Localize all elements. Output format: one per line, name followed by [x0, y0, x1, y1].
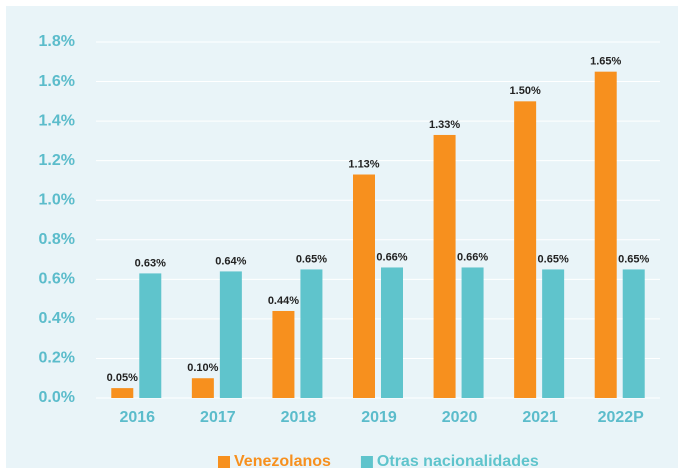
data-label: 1.50%: [510, 85, 541, 97]
y-tick-label: 0.2%: [39, 350, 75, 367]
x-tick-label: 2021: [522, 409, 558, 426]
data-label: 0.65%: [538, 253, 569, 265]
data-label: 0.10%: [187, 362, 218, 374]
bar: [300, 269, 323, 398]
data-label: 1.33%: [429, 119, 460, 131]
y-tick-label: 1.2%: [39, 152, 75, 169]
bar: [219, 271, 242, 398]
x-tick-label: 2017: [200, 409, 236, 426]
legend-label: Venezolanos: [234, 453, 331, 470]
y-tick-label: 1.6%: [39, 73, 75, 90]
y-tick-label: 0.8%: [39, 231, 75, 248]
y-tick-label: 1.0%: [39, 191, 75, 208]
y-tick-label: 1.8%: [39, 33, 75, 50]
y-tick-label: 0.4%: [39, 310, 75, 327]
data-label: 0.66%: [457, 251, 488, 263]
bar: [111, 388, 134, 398]
legend-label: Otras nacionalidades: [377, 453, 539, 470]
x-tick-label: 2016: [119, 409, 155, 426]
bar: [272, 310, 295, 398]
data-label: 0.44%: [268, 295, 299, 307]
bar: [461, 267, 484, 398]
legend-swatch: [218, 456, 230, 468]
panel: [6, 6, 678, 468]
data-label: 1.13%: [348, 158, 379, 170]
x-tick-label: 2019: [361, 409, 397, 426]
y-tick-label: 0.6%: [39, 271, 75, 288]
bar: [514, 101, 537, 398]
bar: [139, 273, 162, 398]
legend-swatch: [360, 456, 373, 468]
bar: [433, 134, 456, 398]
y-tick-label: 1.4%: [39, 112, 75, 129]
bar: [381, 267, 403, 398]
bar: [191, 378, 214, 398]
bar: [353, 174, 375, 398]
data-label: 0.05%: [107, 372, 138, 384]
x-tick-label: 2020: [442, 409, 478, 426]
data-label: 0.65%: [618, 253, 649, 265]
data-label: 1.65%: [590, 56, 621, 68]
bar: [622, 269, 645, 398]
y-tick-label: 0.0%: [39, 389, 75, 406]
x-tick-label: 2018: [281, 409, 317, 426]
data-label: 0.65%: [296, 253, 327, 265]
bar: [594, 71, 617, 399]
data-label: 0.63%: [135, 257, 166, 269]
bar: [542, 269, 565, 398]
x-tick-label: 2022P: [598, 409, 645, 426]
data-label: 0.64%: [215, 255, 246, 267]
data-label: 0.66%: [376, 251, 407, 263]
